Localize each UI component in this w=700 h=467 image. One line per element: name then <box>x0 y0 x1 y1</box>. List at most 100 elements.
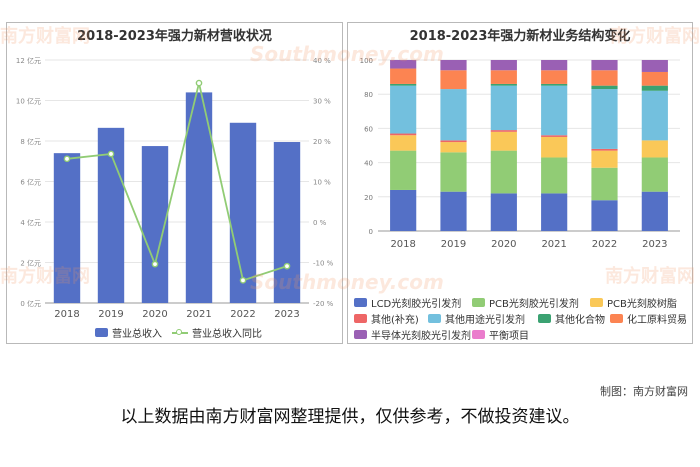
structure-bar-segment <box>490 131 517 151</box>
structure-bar-segment <box>591 200 618 231</box>
legend-item-lcd-photoinitiator[interactable]: LCD光刻胶光引发剂 <box>354 295 461 310</box>
structure-bar-segment <box>390 135 417 151</box>
revenue-yoy-point <box>63 155 71 163</box>
revenue-yoy-point <box>283 262 291 270</box>
structure-bar-segment <box>641 71 668 86</box>
structure-bar-segment <box>641 85 668 91</box>
y-left-tick-label: 4 亿元 <box>20 218 41 227</box>
y-tick-label: 60 <box>364 125 373 133</box>
structure-bar-segment <box>490 83 517 86</box>
legend-swatch-other-compounds <box>538 314 551 323</box>
disclaimer-text: 以上数据由南方财富网整理提供，仅供参考，不做投资建议。 <box>120 407 580 427</box>
structure-bar-segment <box>541 83 568 86</box>
y-left-tick-label: 12 亿元 <box>16 56 41 65</box>
structure-bar-segment <box>541 157 568 194</box>
x-tick-label: 2020 <box>491 239 516 250</box>
structure-bar-segment <box>490 150 517 194</box>
chart-credit: 制图：南方财富网 <box>600 385 688 398</box>
structure-bar-segment <box>390 83 417 86</box>
legend-label-semiconductor-photoinitiator: 半导体光刻胶光引发剂 <box>371 331 471 342</box>
legend-label-balance: 平衡项目 <box>489 331 529 342</box>
structure-bar-segment <box>591 167 618 201</box>
legend-swatch-other-supplement <box>354 314 367 323</box>
legend-item-other-supplement[interactable]: 其他(补充) <box>354 311 419 326</box>
legend-swatch-semiconductor-photoinitiator <box>354 330 367 339</box>
structure-bar-segment <box>440 142 467 153</box>
legend-item-semiconductor-photoinitiator[interactable]: 半导体光刻胶光引发剂 <box>354 327 471 342</box>
y-left-tick-label: 8 亿元 <box>20 137 41 146</box>
x-tick-label: 2019 <box>441 239 466 250</box>
structure-bar-segment <box>541 136 568 158</box>
structure-bar-segment <box>641 140 668 158</box>
structure-bar-segment <box>591 85 618 90</box>
legend-swatch-revenue <box>95 328 108 337</box>
legend-item-revenue-yoy[interactable]: 营业总收入同比 <box>172 325 262 340</box>
y-left-tick-label: 2 亿元 <box>20 259 41 268</box>
revenue-yoy-point <box>195 79 203 87</box>
structure-bar-segment <box>440 70 467 90</box>
structure-bar-segment <box>440 89 467 141</box>
y-tick-label: 0 <box>369 228 373 236</box>
structure-bar-segment <box>641 191 668 231</box>
structure-bar-segment <box>440 140 467 143</box>
revenue-bar <box>53 153 81 303</box>
structure-bar-segment <box>390 133 417 136</box>
y-left-tick-label: 6 亿元 <box>20 178 41 187</box>
structure-bar-segment <box>591 60 618 71</box>
legend-item-other-compounds[interactable]: 其他化合物 <box>538 311 605 326</box>
legend-swatch-balance <box>472 330 485 339</box>
structure-bar-segment <box>390 189 417 231</box>
legend-label-revenue: 营业总收入 <box>112 329 162 340</box>
revenue-bar <box>273 142 301 303</box>
legend-label-other-compounds: 其他化合物 <box>555 315 605 326</box>
legend-item-other-photoinitiator[interactable]: 其他用途光引发剂 <box>428 311 525 326</box>
legend-swatch-other-photoinitiator <box>428 314 441 323</box>
structure-chart-svg: 0 20 40 60 80 100 2018 2019 2020 2021 2022 2023 <box>360 57 680 250</box>
y-right-tick-label: -20 % <box>313 300 334 308</box>
legend-item-chemical-trade[interactable]: 化工原料贸易 <box>610 311 687 326</box>
revenue-chart-legend: 营业总收入 营业总收入同比 <box>7 323 344 341</box>
legend-swatch-chemical-trade <box>610 314 623 323</box>
legend-label-other-photoinitiator: 其他用途光引发剂 <box>445 315 525 326</box>
structure-bar-segment <box>490 193 517 231</box>
structure-bar-segment <box>541 135 568 137</box>
structure-bar-segment <box>591 89 618 149</box>
legend-label-revenue-yoy: 营业总收入同比 <box>192 329 262 340</box>
y-left-tick-label: 0 亿元 <box>20 299 41 308</box>
revenue-yoy-point <box>151 260 159 268</box>
y-right-tick-label: 30 % <box>313 98 331 106</box>
revenue-yoy-point <box>239 277 247 284</box>
y-tick-label: 100 <box>360 57 373 65</box>
x-tick-label: 2023 <box>642 239 667 250</box>
x-tick-label: 2018 <box>54 309 79 320</box>
structure-bar-segment <box>490 60 517 71</box>
structure-bar-segment <box>390 68 417 84</box>
revenue-bar <box>185 92 213 304</box>
structure-bar-segment <box>641 90 668 141</box>
revenue-yoy-point <box>107 150 115 158</box>
legend-swatch-pcb-photoinitiator <box>472 298 485 307</box>
structure-chart-title: 2018-2023年强力新材业务结构变化 <box>409 29 631 44</box>
x-tick-label: 2022 <box>592 239 617 250</box>
legend-label-chemical-trade: 化工原料贸易 <box>627 315 687 326</box>
legend-label-lcd-photoinitiator: LCD光刻胶光引发剂 <box>371 299 462 310</box>
y-right-tick-label: 0 % <box>313 219 327 227</box>
legend-label-pcb-photoinitiator: PCB光刻胶光引发剂 <box>489 299 579 310</box>
structure-bar-segment <box>591 148 618 151</box>
legend-item-balance[interactable]: 平衡项目 <box>472 327 529 342</box>
structure-bar-segment <box>541 70 568 84</box>
structure-bar-segment <box>541 193 568 231</box>
legend-item-revenue[interactable]: 营业总收入 <box>95 325 162 340</box>
x-tick-label: 2019 <box>98 309 123 320</box>
x-tick-label: 2018 <box>390 239 415 250</box>
legend-swatch-revenue-yoy <box>172 328 188 337</box>
legend-item-pcb-photoinitiator[interactable]: PCB光刻胶光引发剂 <box>472 295 579 310</box>
structure-bar-segment <box>490 85 517 131</box>
x-tick-label: 2021 <box>541 239 566 250</box>
x-tick-label: 2023 <box>274 309 299 320</box>
structure-bar-segment <box>390 150 417 190</box>
y-right-tick-label: -10 % <box>313 260 334 268</box>
revenue-chart-title: 2018-2023年强力新材营收状况 <box>77 29 272 44</box>
revenue-chart-panel: 2018-2023年强力新材营收状况 0 亿元 2 亿元 4 亿元 6 亿元 8 亿元 1… <box>6 22 343 344</box>
legend-item-pcb-resin[interactable]: PCB光刻胶树脂 <box>590 295 677 310</box>
